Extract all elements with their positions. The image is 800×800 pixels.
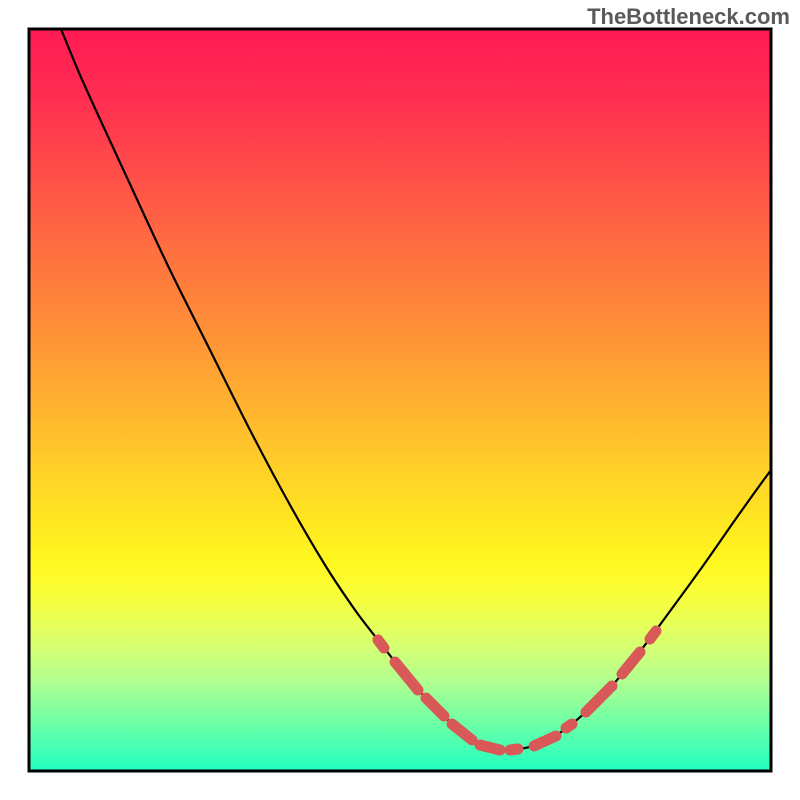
chart-container: TheBottleneck.com [0, 0, 800, 800]
dash-segment [480, 745, 500, 750]
dash-segment [378, 640, 384, 648]
dash-segment [566, 724, 572, 728]
dash-segment [510, 749, 518, 750]
bottleneck-chart [0, 0, 800, 800]
dash-segment [650, 631, 656, 639]
watermark-text: TheBottleneck.com [587, 4, 790, 30]
